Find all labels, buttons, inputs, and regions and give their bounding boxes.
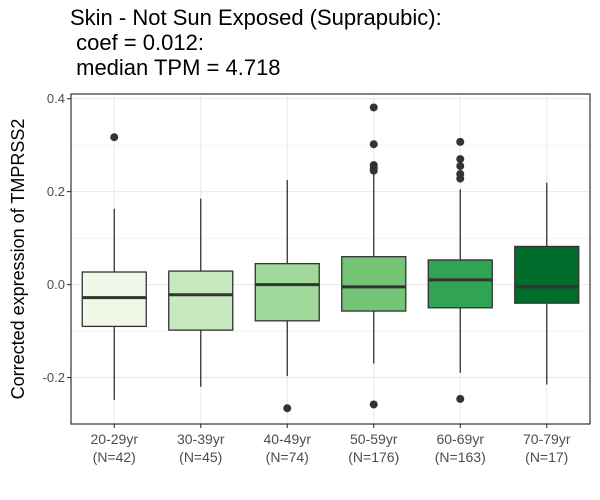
x-tick-count-label: (N=176) [348, 449, 399, 465]
title-line-3: median TPM = 4.718 [70, 55, 281, 80]
x-tick-label: 50-59yr [350, 431, 398, 447]
box-70-79yr [514, 182, 580, 385]
x-tick-count-label: (N=74) [266, 449, 309, 465]
title-line-1: Skin - Not Sun Exposed (Suprapubic): [70, 5, 442, 30]
plot-panel-border [70, 93, 591, 425]
y-axis-title: Corrected expression of TMPRSS2 [8, 119, 28, 400]
title-line-2: coef = 0.012: [70, 30, 204, 55]
x-tick-count-label: (N=17) [525, 449, 568, 465]
outlier-point [369, 103, 378, 112]
outlier-point [369, 140, 378, 149]
iqr-box [81, 271, 147, 328]
outlier-point [456, 162, 465, 171]
box-60-69yr [427, 137, 493, 403]
outlier-point [283, 404, 292, 413]
outlier-point [456, 155, 465, 164]
box-40-49yr [254, 179, 320, 413]
outlier-point [456, 137, 465, 146]
x-tick-count-label: (N=163) [435, 449, 486, 465]
x-axis: 20-29yr (N=42) 30-39yr (N=45) 40-49yr (N=74) 5… [91, 424, 571, 465]
box-30-39yr [168, 198, 234, 387]
box-20-29yr [81, 133, 147, 400]
y-tick-label: 0.2 [47, 184, 65, 199]
y-tick-label: 0.0 [47, 277, 65, 292]
plot-background [71, 94, 590, 424]
iqr-box [168, 270, 234, 331]
y-tick-label: -0.2 [43, 370, 65, 385]
y-axis: -0.2 0.0 0.2 0.4 [43, 91, 71, 385]
x-tick-label: 40-49yr [264, 431, 312, 447]
x-tick-count-label: (N=42) [93, 449, 136, 465]
chart-title: Skin - Not Sun Exposed (Suprapubic): coe… [70, 5, 442, 80]
x-tick-count-label: (N=45) [179, 449, 222, 465]
y-tick-label: 0.4 [47, 91, 65, 106]
outlier-point [110, 133, 119, 142]
outlier-point [456, 174, 465, 183]
iqr-box [254, 262, 320, 322]
outlier-point [369, 166, 378, 175]
iqr-box [341, 256, 407, 312]
outlier-point [369, 400, 378, 409]
x-tick-label: 60-69yr [437, 431, 485, 447]
x-tick-label: 20-29yr [91, 431, 139, 447]
iqr-box [427, 259, 493, 309]
boxes [81, 103, 580, 413]
outlier-point [456, 394, 465, 403]
box-50-59yr [341, 103, 407, 409]
grid-lines [71, 94, 590, 424]
x-tick-label: 30-39yr [177, 431, 225, 447]
x-tick-label: 70-79yr [523, 431, 571, 447]
iqr-box [514, 245, 580, 304]
